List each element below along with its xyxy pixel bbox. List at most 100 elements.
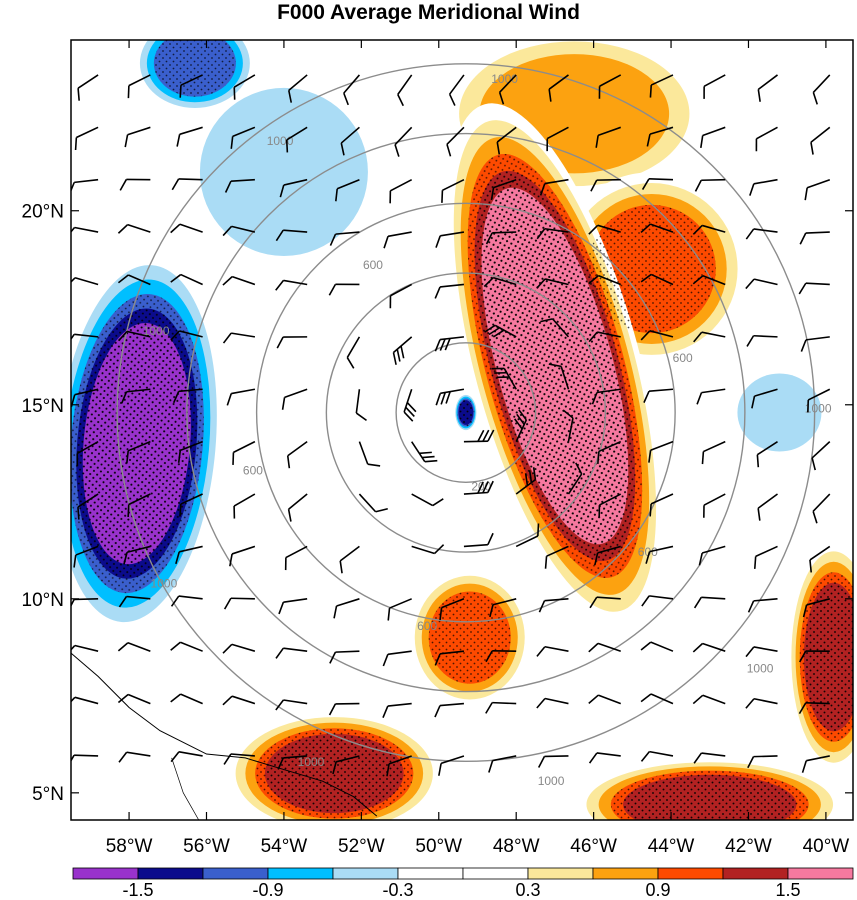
barb-staff	[546, 126, 569, 140]
barb-flag	[281, 397, 286, 410]
wind-barb	[281, 388, 308, 410]
barb-flag	[640, 693, 652, 703]
barb-flag	[170, 751, 180, 763]
barb-flag	[329, 651, 337, 664]
barb-flag	[275, 647, 284, 659]
barb-flag	[692, 694, 704, 705]
map-frame	[70, 39, 854, 821]
range-ring-label: 600	[243, 464, 263, 478]
wind-barb	[597, 440, 622, 464]
barb-flag	[489, 604, 494, 618]
barb-flag	[170, 223, 181, 234]
barb-staff	[442, 178, 465, 192]
stipple-area	[153, 40, 236, 97]
barb-flag	[597, 451, 600, 464]
wind-barbs	[71, 74, 831, 777]
stipple-area	[623, 774, 797, 820]
wind-barb	[692, 694, 726, 705]
wind-barb	[358, 493, 388, 513]
wind-barb	[537, 755, 569, 768]
barb-staff	[358, 493, 377, 513]
wind-barb	[490, 178, 517, 201]
wind-barb	[598, 74, 622, 99]
barb-flag	[434, 705, 441, 718]
wind-barb	[648, 440, 674, 463]
wind-barb	[703, 74, 726, 99]
barb-staff	[753, 228, 778, 233]
wind-barb	[693, 752, 726, 764]
barb-flag	[332, 761, 337, 775]
barb-flag	[485, 232, 493, 245]
barb-staff	[288, 493, 308, 510]
barb-flag	[406, 402, 417, 413]
barb-flag	[536, 228, 546, 240]
barb-staff	[567, 473, 583, 495]
barb-flag	[646, 133, 651, 147]
barb-flag	[386, 763, 390, 777]
barb-staff	[463, 491, 488, 495]
wind-barb	[386, 755, 412, 777]
barb-staff	[753, 755, 778, 758]
barb-staff	[702, 694, 726, 705]
barb-staff	[503, 368, 517, 390]
barb-flag	[382, 705, 389, 718]
barb-staff	[492, 231, 517, 234]
barb-flag	[588, 331, 598, 343]
wind-barb	[536, 227, 569, 240]
barb-flag	[591, 392, 598, 405]
barb-flag	[175, 551, 181, 565]
barb-flag	[284, 557, 287, 571]
barb-flag	[798, 650, 807, 663]
barb-flag	[538, 600, 546, 613]
barb-staff	[806, 178, 831, 189]
barb-staff	[701, 331, 726, 338]
wind-barb	[278, 598, 308, 615]
barb-flag	[127, 85, 130, 99]
barb-staff	[496, 126, 517, 143]
barb-staff	[650, 493, 674, 505]
wind-barb	[118, 751, 151, 763]
barb-flag	[494, 371, 507, 374]
wind-barb	[692, 275, 726, 286]
barb-staff	[178, 178, 203, 181]
wind-barb	[806, 388, 831, 413]
wind-barb	[170, 595, 203, 607]
barb-flag	[487, 429, 495, 442]
barb-staff	[703, 440, 726, 453]
barb-flag	[439, 607, 443, 621]
barb-staff	[598, 440, 622, 453]
wind-barb	[588, 224, 621, 235]
barb-flag	[71, 644, 76, 656]
barb-flag	[528, 470, 533, 483]
barb-flag	[755, 138, 758, 152]
barb-staff	[805, 231, 830, 234]
barb-staff	[755, 545, 778, 558]
barb-staff	[180, 693, 203, 705]
wind-barb	[73, 545, 99, 568]
wind-barb	[175, 545, 203, 565]
barb-flag	[123, 552, 128, 565]
barb-staff	[283, 598, 308, 603]
barb-staff	[515, 535, 539, 548]
barb-flag	[343, 92, 349, 106]
wind-barb	[284, 545, 308, 571]
barb-flag	[329, 233, 337, 246]
wind-barb	[463, 429, 495, 443]
barb-flag	[419, 451, 432, 455]
wind-barb	[812, 493, 831, 524]
barb-flag	[434, 339, 441, 352]
range-ring-800km	[186, 132, 746, 693]
wind-barb	[275, 279, 308, 291]
barb-flag	[222, 276, 233, 286]
barb-flag	[222, 643, 233, 654]
barb-flag	[700, 135, 704, 149]
wind-barb	[590, 178, 621, 192]
wind-barb	[172, 388, 203, 404]
barb-staff	[439, 650, 465, 655]
wind-barb	[692, 642, 726, 653]
barb-staff	[544, 227, 569, 233]
barb-flag	[222, 225, 233, 237]
wind-barb	[640, 750, 674, 762]
wind-barb	[536, 697, 569, 709]
barb-flag	[745, 698, 755, 709]
